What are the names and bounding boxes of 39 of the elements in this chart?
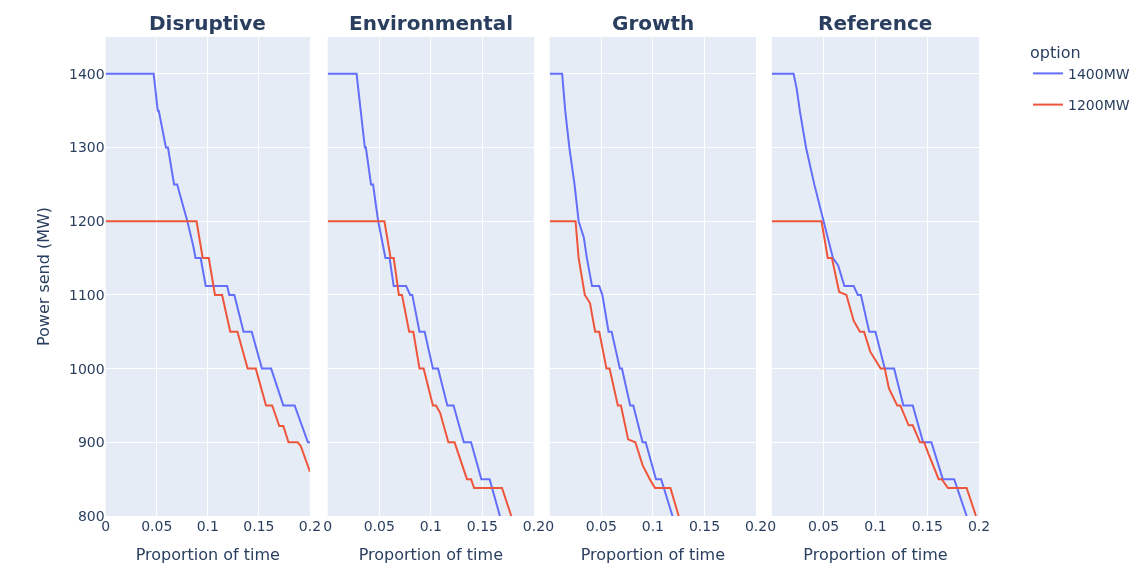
line-series: [105, 220, 310, 473]
chart-title: Environmental: [349, 11, 514, 35]
x-tick-label: 0.2: [298, 518, 322, 534]
legend-label: 1200MW: [1068, 97, 1130, 114]
x-axis-title: Proportion of time: [358, 544, 503, 564]
x-tick-label: 0.05: [808, 518, 840, 534]
x-tick-label: 0.15: [466, 518, 498, 534]
chart-title: Growth: [612, 11, 695, 35]
x-tick-label: 0: [323, 518, 333, 534]
x-tick-label: 0: [545, 518, 555, 534]
y-tick-label: 1000: [69, 360, 105, 377]
x-tick-label: 0.15: [243, 518, 275, 534]
x-tick-label: 0.2: [744, 518, 768, 534]
x-tick-label: 0.1: [196, 518, 219, 534]
x-axis-title: Proportion of time: [135, 544, 280, 564]
x-tick-label: 0.15: [911, 518, 943, 534]
chart-title: Reference: [818, 11, 933, 35]
line-series: [105, 72, 310, 444]
y-tick-label: 900: [77, 434, 105, 451]
x-tick-label: 0.05: [141, 518, 173, 534]
x-tick-label: 0.1: [864, 518, 887, 534]
y-tick-label: 1100: [69, 286, 105, 303]
legend-label: 1400MW: [1068, 65, 1130, 82]
x-tick-label: 0.05: [585, 518, 617, 534]
x-tick-label: 0.2: [967, 518, 991, 534]
x-axis-title: Proportion of time: [803, 544, 948, 564]
x-tick-label: 0.1: [641, 518, 665, 534]
y-tick-label: 1200: [69, 213, 105, 230]
chart-title: Disruptive: [149, 11, 266, 35]
x-tick-label: 0: [767, 518, 777, 534]
x-tick-label: 0.2: [522, 518, 546, 534]
x-tick-label: 0.1: [419, 518, 442, 534]
x-tick-label: 0.05: [363, 518, 395, 534]
y-axis-title: Power send (MW): [33, 206, 53, 347]
x-tick-label: 0.15: [688, 518, 721, 534]
y-tick-label: 1400: [69, 65, 105, 82]
y-tick-label: 1300: [69, 139, 105, 156]
legend-title: option: [1030, 42, 1081, 62]
x-axis-title: Proportion of time: [580, 544, 726, 564]
